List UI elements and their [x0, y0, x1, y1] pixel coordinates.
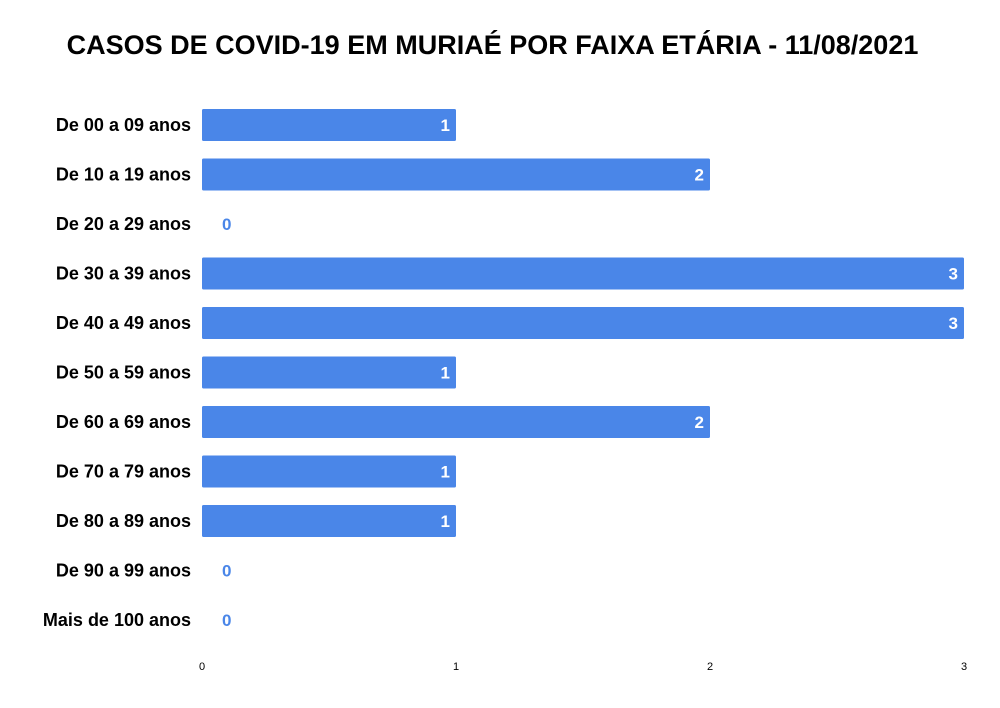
- data-label: 1: [441, 512, 450, 531]
- data-label: 2: [695, 413, 704, 432]
- data-label: 0: [222, 562, 231, 581]
- bar: [202, 455, 456, 488]
- chart-title: CASOS DE COVID-19 EM MURIAÉ POR FAIXA ET…: [66, 30, 919, 60]
- bar: [202, 158, 710, 191]
- category-label: De 50 a 59 anos: [56, 363, 191, 383]
- category-label: De 20 a 29 anos: [56, 214, 191, 234]
- data-label: 1: [441, 116, 450, 135]
- category-label: De 70 a 79 anos: [56, 462, 191, 482]
- category-label: De 40 a 49 anos: [56, 313, 191, 333]
- data-label: 0: [222, 611, 231, 630]
- category-label: Mais de 100 anos: [43, 610, 191, 630]
- data-label: 1: [441, 364, 450, 383]
- bar: [202, 257, 964, 290]
- data-label: 3: [949, 314, 958, 333]
- data-label: 1: [441, 463, 450, 482]
- category-label: De 80 a 89 anos: [56, 511, 191, 531]
- bar: [202, 307, 964, 339]
- data-label: 3: [949, 265, 958, 284]
- x-tick-label: 3: [961, 661, 967, 673]
- category-label: De 30 a 39 anos: [56, 264, 191, 284]
- bar: [202, 406, 710, 438]
- category-label: De 10 a 19 anos: [56, 165, 191, 185]
- category-label: De 00 a 09 anos: [56, 115, 191, 135]
- category-label: De 90 a 99 anos: [56, 561, 191, 581]
- x-tick-label: 1: [453, 661, 459, 673]
- x-tick-label: 0: [199, 661, 205, 673]
- category-label: De 60 a 69 anos: [56, 412, 191, 432]
- bar: [202, 505, 456, 537]
- bar: [202, 109, 456, 141]
- bar: [202, 356, 456, 389]
- data-label: 0: [222, 215, 231, 234]
- x-tick-label: 2: [707, 661, 713, 673]
- data-label: 2: [695, 166, 704, 185]
